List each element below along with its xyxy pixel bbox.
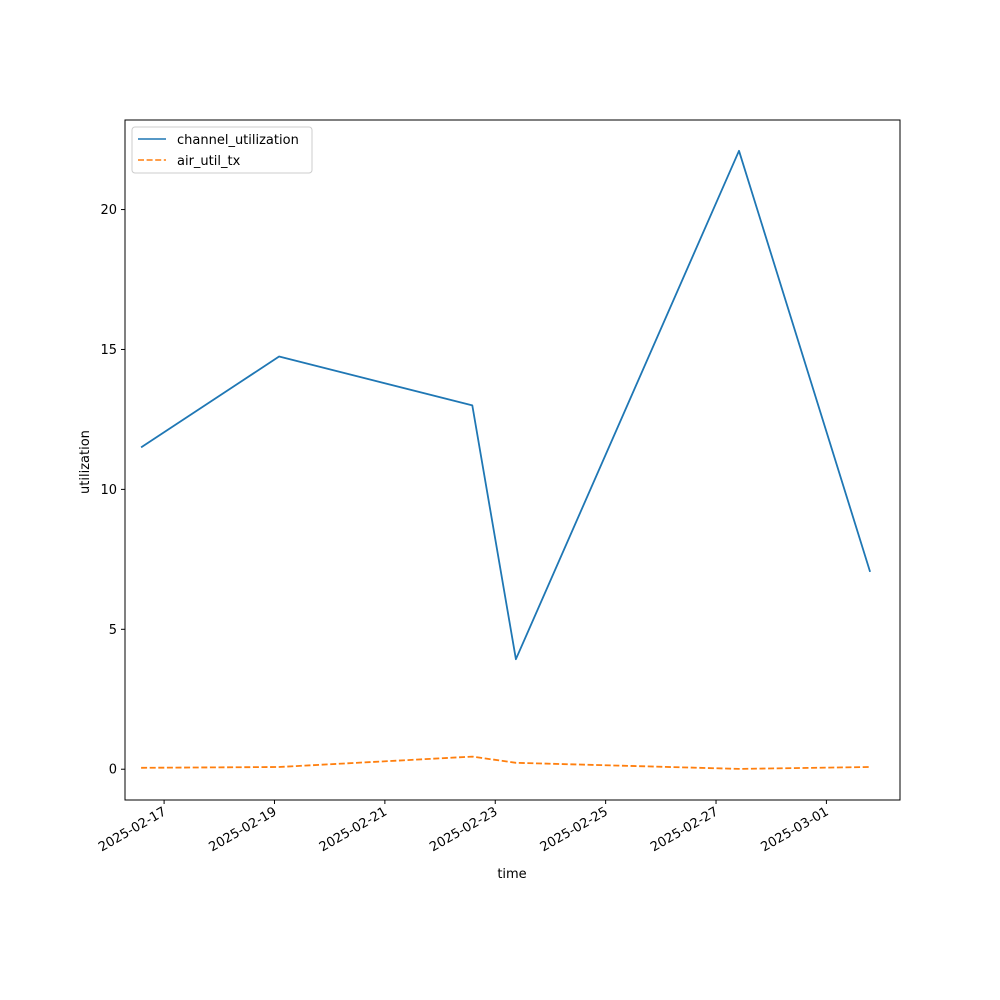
legend-label-channel-utilization: channel_utilization bbox=[177, 133, 299, 148]
legend-label-air-util-tx: air_util_tx bbox=[177, 154, 241, 169]
plot-area bbox=[125, 120, 900, 800]
series-layer bbox=[140, 149, 871, 770]
y-axis-label: utilization bbox=[78, 430, 93, 494]
legend: channel_utilization air_util_tx bbox=[131, 126, 313, 174]
series-line-channel-utilization bbox=[140, 149, 871, 661]
series-line-air-util-tx bbox=[141, 755, 871, 770]
y-tick-label-4: 20 bbox=[100, 203, 117, 218]
legend-box bbox=[131, 126, 313, 174]
y-tick-label-2: 10 bbox=[100, 483, 117, 498]
y-tick-label-0: 0 bbox=[109, 763, 117, 778]
y-tick-label-3: 15 bbox=[100, 343, 117, 358]
y-tick-label-1: 5 bbox=[109, 623, 117, 638]
x-axis-label: time bbox=[497, 867, 526, 882]
y-axis-ticks: 0 5 10 15 20 bbox=[100, 203, 125, 778]
plot-frame bbox=[124, 119, 901, 801]
